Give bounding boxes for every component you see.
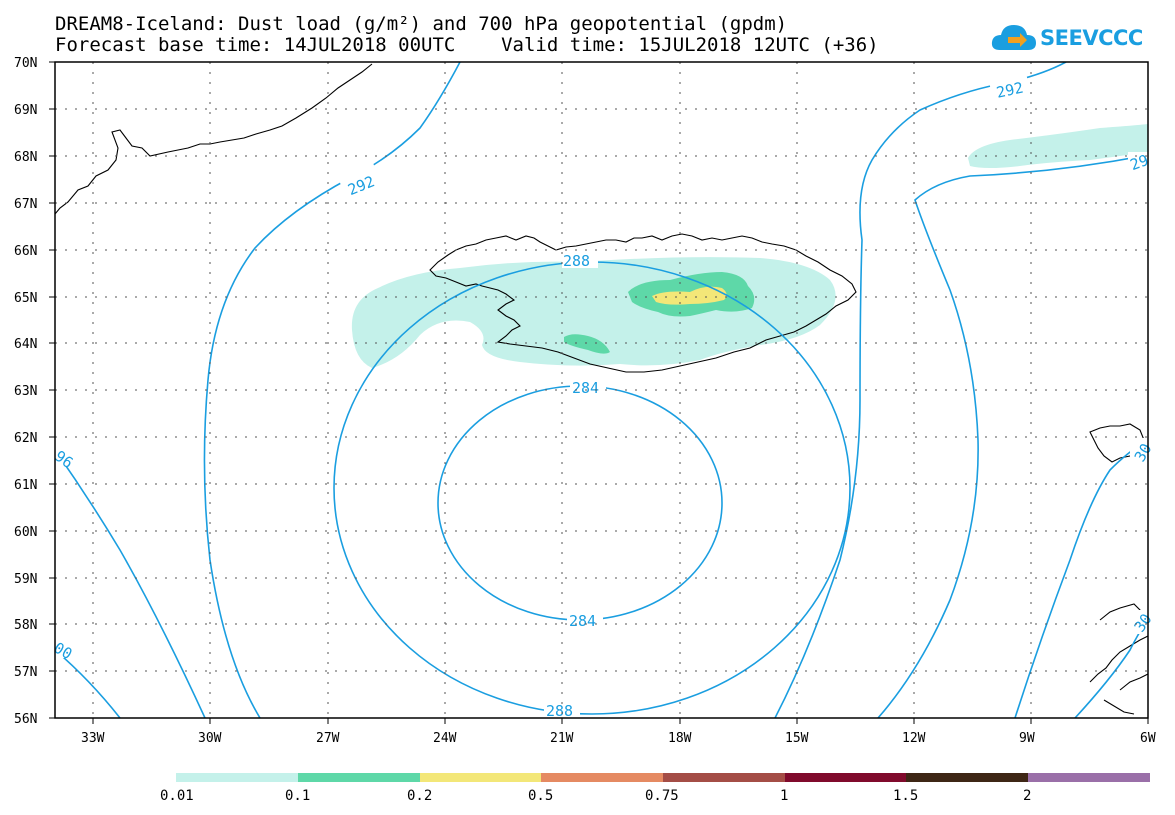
contour-label: 284 [569, 612, 596, 630]
lat-label: 63N [14, 384, 37, 399]
contour-label: 288 [546, 702, 573, 720]
legend-swatch [298, 773, 420, 782]
lat-label: 67N [14, 197, 37, 212]
longitude-labels: 33W 30W 27W 24W 21W 18W 15W 12W 9W 6W [81, 731, 1156, 746]
lat-label: 58N [14, 618, 37, 633]
legend-swatch [906, 773, 1028, 782]
lat-label: 64N [14, 337, 37, 352]
contour-292-east [774, 62, 1067, 718]
legend-label: 1 [780, 788, 788, 804]
lon-label: 27W [316, 731, 340, 746]
lon-label: 24W [433, 731, 457, 746]
lon-label: 15W [785, 731, 809, 746]
lon-label: 12W [902, 731, 926, 746]
contour-labels: 292 292 288 284 284 288 96 00 29 30 30 [51, 71, 1156, 720]
lat-label: 57N [14, 665, 37, 680]
forecast-times: Forecast base time: 14JUL2018 00UTC Vali… [55, 34, 879, 56]
dust-area-low-east [968, 124, 1148, 168]
legend-label: 0.01 [160, 788, 194, 804]
lat-label: 61N [14, 478, 37, 493]
legend-label: 0.2 [407, 788, 432, 804]
lat-label: 65N [14, 291, 37, 306]
contour-292-west [203, 62, 461, 718]
contour-label: 292 [995, 79, 1025, 102]
lat-label: 56N [14, 712, 37, 727]
lat-label: 59N [14, 572, 37, 587]
lat-label: 62N [14, 431, 37, 446]
contour-296-west [55, 449, 206, 718]
lat-label: 69N [14, 103, 37, 118]
lon-label: 33W [81, 731, 105, 746]
greenland-coast [55, 63, 373, 215]
dust-area-mid-west [564, 334, 610, 354]
legend-label: 0.75 [645, 788, 679, 804]
contour-304-east [1074, 619, 1148, 718]
lon-label: 9W [1019, 731, 1035, 746]
map-title: DREAM8-Iceland: Dust load (g/m²) and 700… [55, 13, 788, 35]
legend-label: 0.5 [528, 788, 553, 804]
lon-label: 18W [668, 731, 692, 746]
contour-296-east [877, 154, 1148, 718]
lat-label: 66N [14, 244, 37, 259]
latitude-labels: 70N 69N 68N 67N 66N 65N 64N 63N 62N 61N … [14, 56, 37, 727]
dust-legend: 0.01 0.1 0.2 0.5 0.75 1 1.5 2 [160, 773, 1150, 804]
seevccc-logo: SEEVCCC [990, 20, 1143, 58]
cloud-icon [991, 25, 1036, 50]
legend-swatch [785, 773, 906, 782]
legend-swatch [176, 773, 298, 782]
axis-ticks [49, 61, 1149, 724]
legend-label: 2 [1023, 788, 1031, 804]
contour-label: 284 [572, 379, 599, 397]
scotland-coast [1089, 603, 1148, 715]
contour-label: 29 [1128, 151, 1151, 174]
contour-284 [437, 385, 723, 621]
legend-label: 0.1 [285, 788, 310, 804]
lat-label: 68N [14, 150, 37, 165]
logo-text: SEEVCCC [1040, 26, 1143, 50]
legend-swatch [420, 773, 541, 782]
legend-swatch [1028, 773, 1150, 782]
dust-area-high [652, 286, 727, 305]
lat-label: 60N [14, 525, 37, 540]
gridlines [55, 62, 1148, 718]
iceland-coast [429, 233, 857, 373]
legend-swatch [541, 773, 663, 782]
lat-label: 70N [14, 56, 37, 71]
lon-label: 6W [1140, 731, 1156, 746]
lon-label: 21W [550, 731, 574, 746]
dust-shading [351, 124, 1148, 368]
legend-label: 1.5 [893, 788, 918, 804]
legend-swatch [663, 773, 785, 782]
contour-label: 288 [563, 252, 590, 270]
contour-300-east [1014, 439, 1148, 718]
lon-label: 30W [198, 731, 222, 746]
